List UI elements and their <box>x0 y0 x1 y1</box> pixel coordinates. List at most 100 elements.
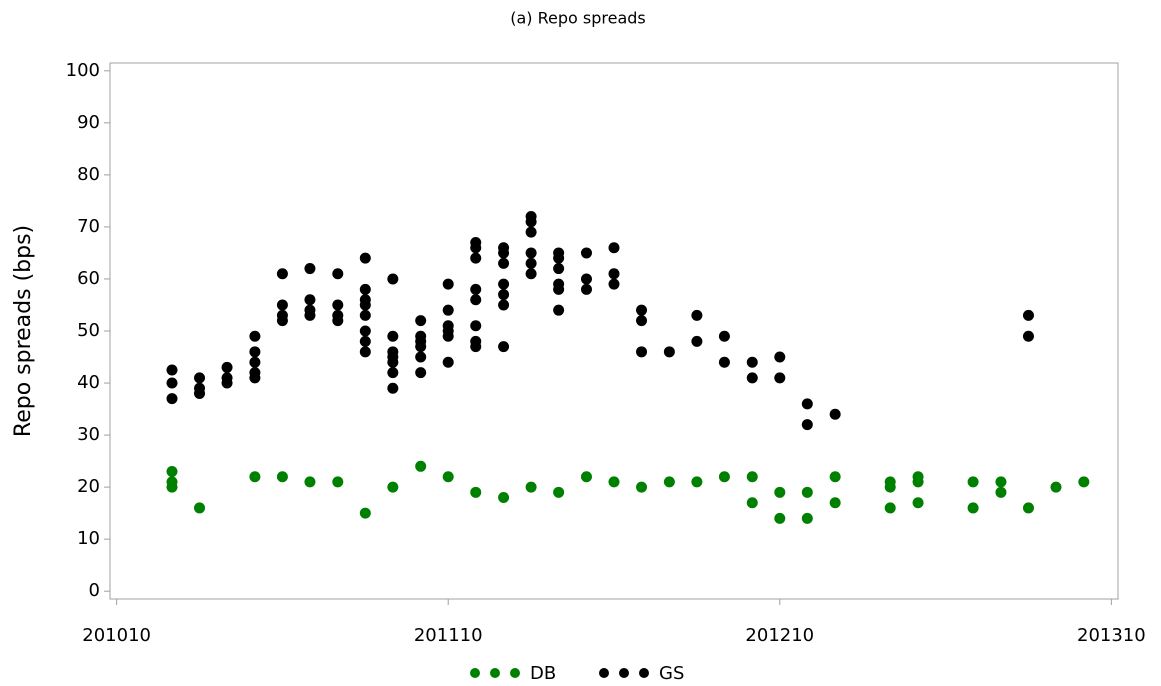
point <box>332 315 344 327</box>
point <box>1050 481 1062 493</box>
legend-label: DB <box>530 663 556 684</box>
x-tick-label: 201110 <box>414 625 483 646</box>
point <box>553 263 565 275</box>
point <box>166 377 178 389</box>
point <box>498 289 510 301</box>
point <box>746 356 758 368</box>
y-tick-label: 80 <box>77 164 100 185</box>
point <box>387 273 399 285</box>
legend-marker <box>470 668 480 678</box>
point <box>194 502 206 514</box>
point <box>470 486 482 498</box>
point <box>580 273 592 285</box>
point <box>774 351 786 363</box>
point <box>829 471 841 483</box>
point <box>718 330 730 342</box>
legend-label: GS <box>659 663 684 684</box>
point <box>967 476 979 488</box>
point <box>498 278 510 290</box>
legend-marker <box>490 668 500 678</box>
point <box>387 481 399 493</box>
point <box>580 471 592 483</box>
point <box>801 419 813 431</box>
y-tick-label: 30 <box>77 424 100 445</box>
y-tick-label: 100 <box>66 60 100 81</box>
point <box>442 304 454 316</box>
point <box>332 476 344 488</box>
point <box>304 309 316 321</box>
point <box>359 335 371 347</box>
point <box>359 507 371 519</box>
x-tick-label: 201210 <box>745 625 814 646</box>
point <box>387 367 399 379</box>
legend-marker <box>510 668 520 678</box>
point <box>194 372 206 384</box>
point <box>415 341 427 353</box>
point <box>1022 502 1034 514</box>
point <box>525 247 537 259</box>
point <box>359 283 371 295</box>
point <box>415 367 427 379</box>
point <box>498 247 510 259</box>
point <box>553 283 565 295</box>
point <box>470 294 482 306</box>
point <box>276 471 288 483</box>
y-tick-label: 70 <box>77 216 100 237</box>
point <box>249 356 261 368</box>
point <box>498 492 510 504</box>
point <box>608 268 620 280</box>
point <box>470 283 482 295</box>
point <box>387 382 399 394</box>
x-tick-label: 201010 <box>82 625 151 646</box>
point <box>774 486 786 498</box>
point <box>304 263 316 275</box>
point <box>442 330 454 342</box>
y-axis-label: Repo spreads (bps) <box>11 225 36 437</box>
point <box>801 512 813 524</box>
point <box>276 268 288 280</box>
point <box>718 471 730 483</box>
point <box>884 481 896 493</box>
point <box>774 512 786 524</box>
point <box>166 393 178 405</box>
point <box>525 257 537 269</box>
point <box>718 356 730 368</box>
point <box>304 476 316 488</box>
point <box>967 502 979 514</box>
point <box>442 356 454 368</box>
point <box>691 335 703 347</box>
point <box>359 325 371 337</box>
point <box>774 372 786 384</box>
y-tick-label: 60 <box>77 268 100 289</box>
point <box>221 377 233 389</box>
legend-marker <box>599 668 609 678</box>
y-tick-label: 40 <box>77 372 100 393</box>
point <box>608 242 620 254</box>
point <box>608 476 620 488</box>
point <box>525 481 537 493</box>
point <box>691 309 703 321</box>
point <box>470 320 482 332</box>
point <box>636 346 648 358</box>
point <box>525 226 537 238</box>
point <box>470 341 482 353</box>
point <box>912 497 924 509</box>
point <box>801 398 813 410</box>
point <box>608 278 620 290</box>
point <box>415 351 427 363</box>
point <box>249 372 261 384</box>
point <box>249 330 261 342</box>
point <box>746 372 758 384</box>
point <box>525 216 537 228</box>
y-tick-label: 10 <box>77 528 100 549</box>
legend-marker <box>619 668 629 678</box>
point <box>415 315 427 327</box>
legend-marker <box>639 668 649 678</box>
point <box>166 466 178 478</box>
point <box>525 268 537 280</box>
point <box>663 346 675 358</box>
point <box>359 309 371 321</box>
point <box>359 252 371 264</box>
y-tick-label: 50 <box>77 320 100 341</box>
